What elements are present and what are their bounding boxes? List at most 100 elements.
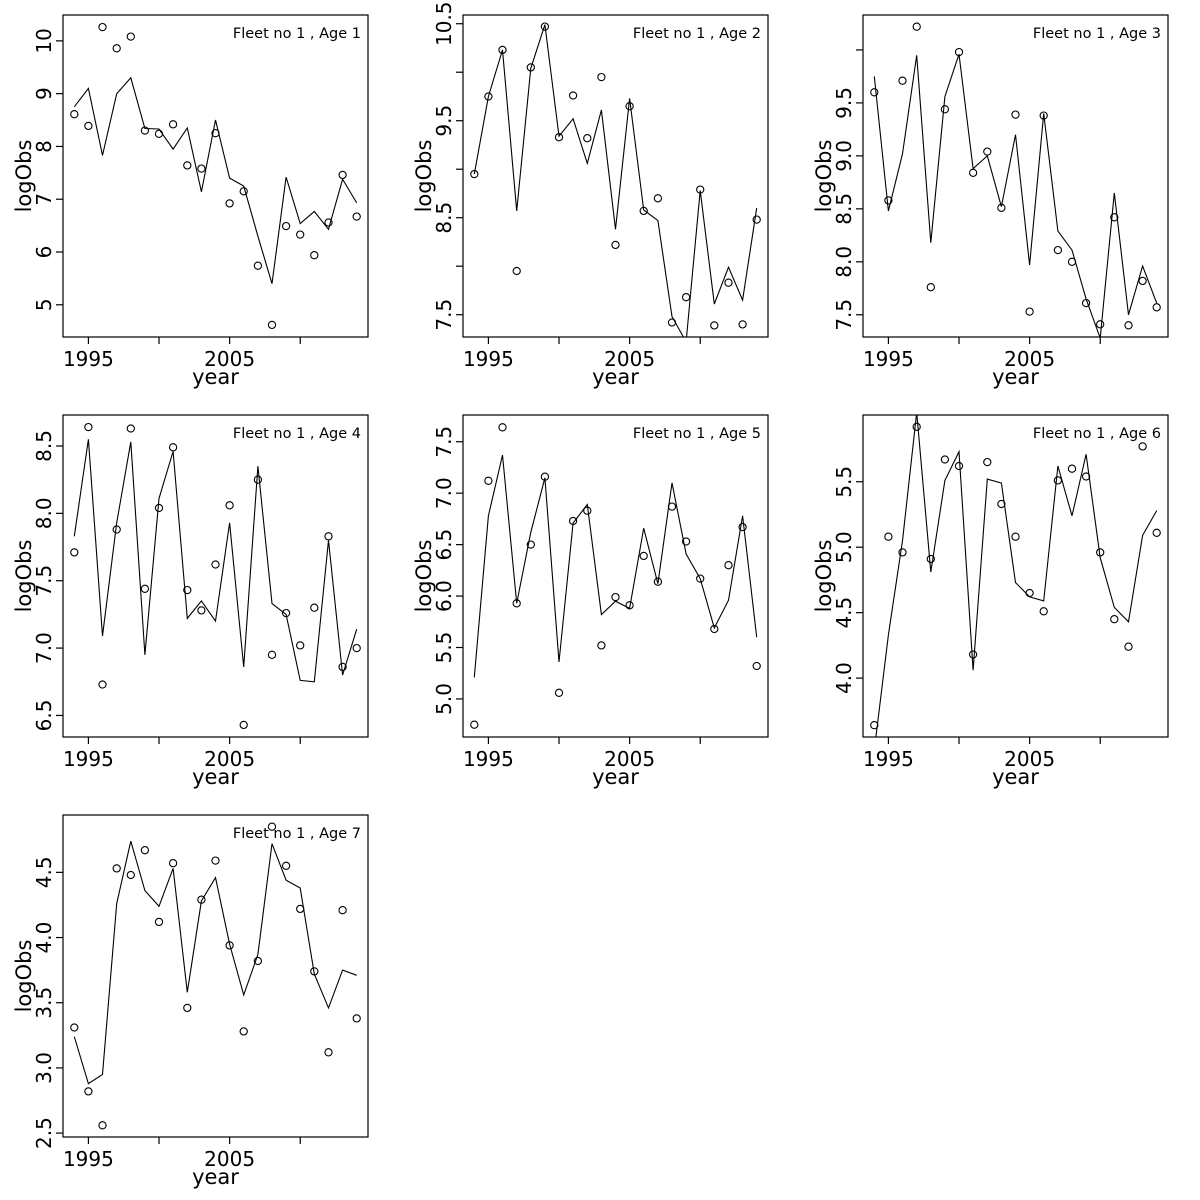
data-point	[126, 424, 135, 433]
data-point	[84, 1087, 93, 1096]
data-point	[568, 516, 578, 526]
y-tick-label: 5.5	[832, 466, 856, 498]
data-point	[1053, 476, 1063, 485]
data-point	[639, 551, 648, 561]
x-tick-label: 1995	[863, 747, 914, 771]
data-point	[1124, 642, 1133, 651]
y-tick-label: 8.5	[432, 202, 456, 234]
data-point	[554, 133, 564, 142]
plot-box	[862, 14, 1169, 338]
data-point	[183, 1003, 192, 1013]
data-point	[738, 522, 747, 532]
data-point	[983, 147, 992, 156]
x-axis-label: year	[592, 765, 639, 789]
data-point	[512, 599, 521, 608]
data-point	[98, 680, 107, 689]
plot-box	[62, 414, 369, 738]
data-point	[1152, 528, 1161, 537]
data-point	[926, 554, 935, 564]
y-axis-label: logObs	[812, 540, 836, 613]
data-point	[710, 624, 719, 634]
x-tick-label: 2005	[204, 747, 255, 771]
y-tick-label: 9.5	[432, 105, 456, 137]
x-axis-label: year	[192, 765, 239, 789]
data-point	[225, 941, 234, 950]
data-point	[1025, 588, 1034, 598]
data-point	[625, 102, 634, 111]
data-point	[281, 608, 291, 618]
data-point	[338, 662, 347, 672]
y-tick-label: 6.5	[432, 529, 456, 561]
data-point	[112, 44, 121, 53]
x-axis-label: year	[992, 765, 1039, 789]
data-point	[968, 650, 978, 659]
chart-svg: 1995 2005 10.5 9.5 8.5 7.5 year logObs Fleet no …	[412, 1, 769, 389]
data-point	[281, 861, 291, 870]
data-point	[296, 904, 305, 914]
data-point	[211, 560, 220, 569]
y-tick-label: 4.0	[32, 922, 56, 954]
plot-box	[62, 14, 369, 338]
data-point	[484, 92, 493, 101]
data-point	[583, 134, 592, 143]
chart-svg: 1995 2005 5.5 5.0 4.5 4.0 year logObs Fleet no 1…	[812, 414, 1169, 789]
panel-fleet1-age3: 1995 2005 9.5 9.0 8.5 8.0 7.5 year logObs Fleet n…	[800, 0, 1200, 400]
data-point	[1110, 615, 1119, 624]
data-point	[324, 1048, 333, 1057]
data-point	[168, 120, 178, 129]
data-point	[912, 422, 921, 431]
y-tick-label: 7.0	[32, 632, 56, 664]
y-tick-label: 7.0	[432, 477, 456, 509]
data-point	[197, 164, 206, 173]
chart-svg: 1995 2005 4.5 4.0 3.5 3.0 2.5 year logObs Fleet n…	[12, 814, 369, 1189]
data-point	[968, 168, 978, 177]
data-point	[70, 1023, 79, 1032]
data-point	[926, 283, 935, 292]
y-axis-label: logObs	[12, 140, 36, 213]
data-point	[696, 574, 705, 583]
data-point	[70, 110, 79, 119]
data-point	[324, 532, 333, 541]
data-point	[653, 194, 663, 203]
data-point	[870, 721, 879, 730]
data-point	[310, 603, 319, 612]
x-tick-label: 1995	[463, 347, 514, 371]
data-point	[498, 45, 507, 55]
data-point	[870, 88, 879, 97]
data-point	[352, 643, 361, 653]
data-point	[1138, 442, 1147, 451]
data-point	[197, 895, 206, 904]
data-point	[583, 506, 592, 515]
data-point	[338, 906, 347, 915]
data-point	[1096, 320, 1105, 329]
x-tick-label: 1995	[63, 347, 114, 371]
y-tick-label: 7.5	[432, 426, 456, 458]
data-point	[540, 472, 550, 481]
data-point	[154, 917, 164, 927]
data-point	[168, 443, 178, 452]
y-tick-label: 3.0	[32, 1052, 56, 1084]
data-point	[884, 532, 893, 541]
x-tick-label: 1995	[863, 347, 914, 371]
panel-title: Fleet no 1 , Age 1	[233, 26, 361, 42]
data-point	[898, 548, 907, 557]
x-axis-label: year	[992, 365, 1039, 389]
data-point	[168, 859, 178, 868]
data-point	[253, 261, 263, 270]
y-tick-label: 9.0	[832, 140, 856, 172]
data-point	[667, 318, 677, 327]
data-point	[752, 661, 761, 671]
data-point	[1039, 111, 1048, 120]
data-point	[211, 856, 220, 865]
data-point	[70, 548, 79, 557]
x-tick-label: 1995	[63, 747, 114, 771]
data-point	[84, 422, 93, 432]
y-tick-label: 4.5	[32, 856, 56, 888]
plot-box	[462, 414, 769, 738]
data-point	[597, 72, 606, 82]
x-axis-label: year	[192, 1165, 239, 1189]
data-point	[940, 455, 950, 464]
y-tick-label: 6	[32, 246, 56, 259]
y-tick-label: 7	[32, 193, 56, 206]
data-point	[540, 22, 550, 31]
